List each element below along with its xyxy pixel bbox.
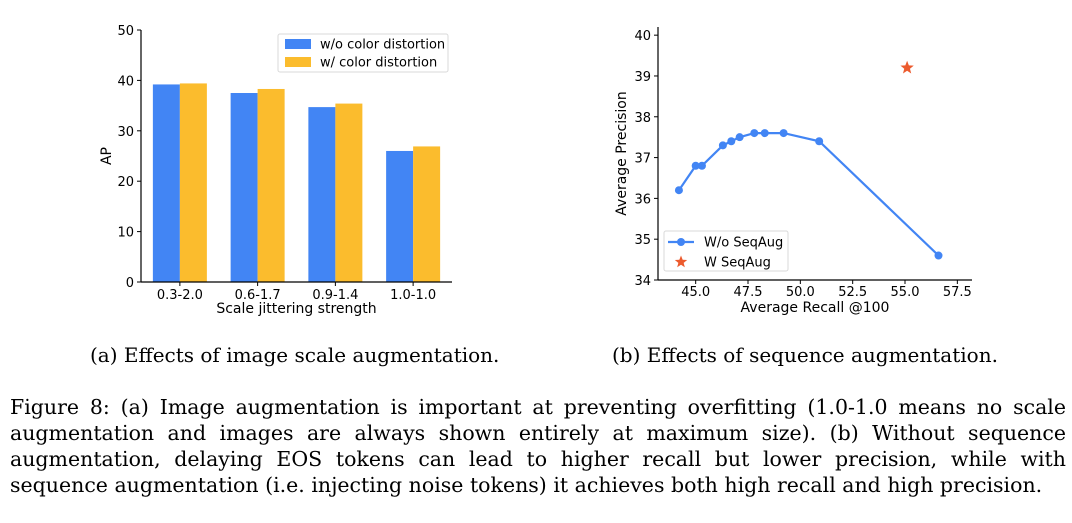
- legend-swatch: [285, 39, 311, 49]
- legend-star: [674, 255, 688, 268]
- data-point-star: [900, 60, 914, 74]
- data-point: [718, 141, 727, 150]
- data-point: [727, 137, 736, 146]
- x-tick-label: 0.3-2.0: [157, 288, 203, 303]
- y-axis-label: Average Precision: [614, 91, 630, 215]
- bar: [386, 150, 414, 282]
- x-tick-label: 1.0-1.0: [390, 288, 436, 303]
- x-tick-label: 0.9-1.4: [312, 288, 358, 303]
- data-point: [934, 251, 943, 260]
- data-point: [697, 161, 706, 170]
- y-tick-label: 38: [634, 111, 651, 126]
- x-tick-label: 55.0: [891, 285, 920, 300]
- x-axis-label: Average Recall @100: [741, 300, 890, 316]
- y-tick-label: 10: [117, 226, 134, 241]
- y-tick-label: 20: [117, 175, 134, 190]
- subcaption-a: (a) Effects of image scale augmentation.: [90, 343, 500, 367]
- x-tick-label: 0.6-1.7: [235, 288, 281, 303]
- data-point: [750, 129, 759, 138]
- legend-box: [663, 230, 789, 272]
- y-tick-label: 37: [634, 152, 651, 167]
- bar: [230, 93, 258, 282]
- scatter-chart-sequence-augmentation: 45.0 47.5 50.0 52.5 55.0 57.5 34 35 36 37 38 39 40 W…: [614, 27, 972, 316]
- bar: [335, 103, 363, 282]
- x-tick-label: 47.5: [734, 285, 763, 300]
- y-tick-label: 34: [634, 274, 651, 289]
- legend-label: W SeqAug: [704, 256, 771, 271]
- legend-label: W/o SeqAug: [704, 236, 783, 251]
- data-point: [760, 129, 769, 138]
- bar: [257, 88, 285, 282]
- y-tick-label: 50: [117, 24, 134, 39]
- data-point: [815, 137, 824, 146]
- x-tick-label: 52.5: [838, 285, 867, 300]
- bar: [308, 107, 336, 282]
- data-point: [674, 186, 683, 195]
- bar: [152, 84, 180, 282]
- x-tick-label: 57.5: [943, 285, 972, 300]
- x-axis-label: Scale jittering strength: [216, 301, 376, 317]
- y-tick-label: 36: [634, 192, 651, 207]
- y-tick-label: 39: [634, 70, 651, 85]
- data-point: [735, 133, 744, 142]
- legend-box: [277, 33, 449, 73]
- legend-swatch: [285, 57, 311, 67]
- y-tick-label: 35: [634, 233, 651, 248]
- y-tick-label: 30: [117, 125, 134, 140]
- bar: [179, 83, 207, 282]
- y-axis-label: AP: [99, 147, 115, 165]
- x-tick-label: 50.0: [786, 285, 815, 300]
- y-tick-label: 40: [634, 29, 651, 44]
- data-point: [691, 161, 700, 170]
- bar: [413, 146, 441, 282]
- legend-marker: [677, 238, 685, 246]
- figure-caption: Figure 8: (a) Image augmentation is impo…: [10, 395, 1066, 497]
- y-tick-label: 0: [126, 276, 134, 291]
- legend-label: w/ color distortion: [320, 56, 437, 71]
- data-point: [779, 129, 788, 138]
- y-tick-label: 40: [117, 74, 134, 89]
- subcaption-b: (b) Effects of sequence augmentation.: [612, 343, 998, 367]
- x-tick-label: 45.0: [681, 285, 710, 300]
- bar-chart-scale-augmentation: 0.3-2.0 0.6-1.7 0.9-1.4 1.0-1.001020304050 …: [99, 24, 452, 317]
- legend-label: w/o color distortion: [320, 38, 445, 53]
